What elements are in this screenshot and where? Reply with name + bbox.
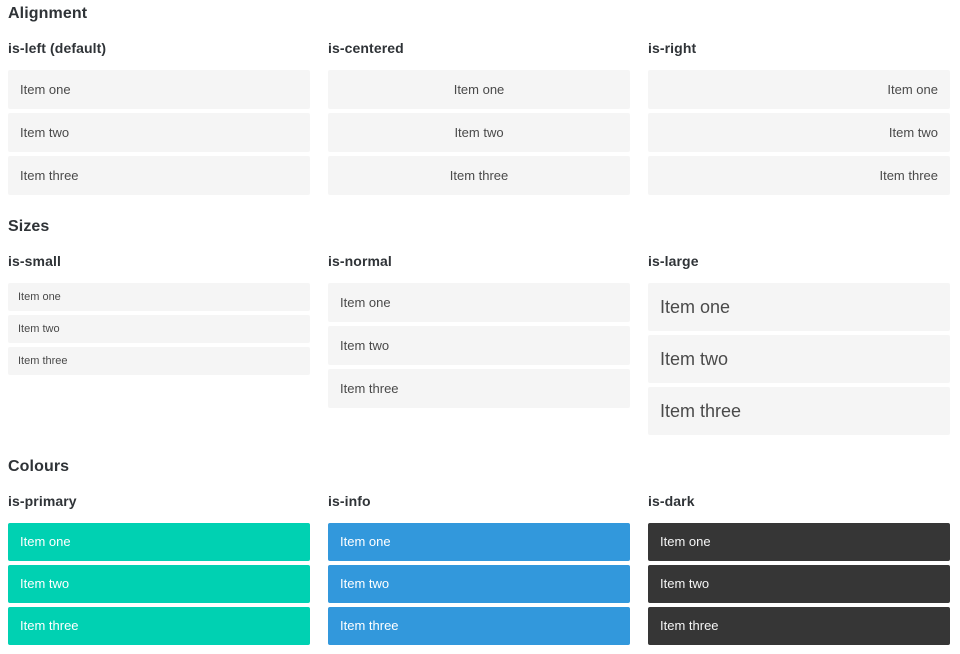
list-item: Item three: [648, 156, 950, 195]
variant-label: is-right: [648, 40, 697, 56]
list-item: Item one: [8, 523, 310, 561]
demo-list-primary: Item one Item two Item three: [8, 523, 310, 645]
section-colours: Colours is-primary Item one Item two Ite…: [8, 457, 950, 649]
list-item: Item three: [8, 607, 310, 645]
list-item: Item three: [328, 156, 630, 195]
list-item: Item two: [8, 565, 310, 603]
demo-list-right: Item one Item two Item three: [648, 70, 950, 195]
column-is-dark: is-dark Item one Item two Item three: [648, 494, 950, 649]
section-title: Colours: [8, 458, 70, 475]
list-item: Item two: [648, 113, 950, 152]
list-item: Item two: [648, 565, 950, 603]
column-is-info: is-info Item one Item two Item three: [328, 494, 630, 649]
section-sizes: Sizes is-small Item one Item two Item th…: [8, 217, 950, 439]
list-item: Item two: [8, 113, 310, 152]
section-title: Sizes: [8, 218, 50, 235]
list-item: Item three: [8, 156, 310, 195]
column-is-centered: is-centered Item one Item two Item three: [328, 41, 630, 199]
list-item: Item three: [648, 607, 950, 645]
column-is-right: is-right Item one Item two Item three: [648, 41, 950, 199]
list-item: Item one: [328, 283, 630, 322]
demo-list-dark: Item one Item two Item three: [648, 523, 950, 645]
column-is-primary: is-primary Item one Item two Item three: [8, 494, 310, 649]
list-item: Item one: [8, 283, 310, 311]
column-is-small: is-small Item one Item two Item three: [8, 254, 310, 439]
variant-label: is-left (default): [8, 40, 107, 56]
demo-list-info: Item one Item two Item three: [328, 523, 630, 645]
variant-label: is-centered: [328, 40, 404, 56]
list-item: Item two: [328, 326, 630, 365]
variant-label: is-normal: [328, 253, 392, 269]
list-item: Item three: [648, 387, 950, 435]
list-item: Item two: [648, 335, 950, 383]
list-item: Item one: [8, 70, 310, 109]
list-item: Item one: [328, 70, 630, 109]
variant-label: is-large: [648, 253, 699, 269]
demo-list-centered: Item one Item two Item three: [328, 70, 630, 195]
section-title: Alignment: [8, 5, 88, 22]
list-item: Item one: [328, 523, 630, 561]
sizes-columns: is-small Item one Item two Item three is…: [8, 254, 950, 439]
demo-list-large: Item one Item two Item three: [648, 283, 950, 435]
list-item: Item one: [648, 523, 950, 561]
column-is-normal: is-normal Item one Item two Item three: [328, 254, 630, 439]
alignment-columns: is-left (default) Item one Item two Item…: [8, 41, 950, 199]
demo-list-left: Item one Item two Item three: [8, 70, 310, 195]
list-item: Item one: [648, 70, 950, 109]
column-is-large: is-large Item one Item two Item three: [648, 254, 950, 439]
list-item: Item one: [648, 283, 950, 331]
demo-list-normal: Item one Item two Item three: [328, 283, 630, 408]
variant-label: is-dark: [648, 493, 695, 509]
demo-list-small: Item one Item two Item three: [8, 283, 310, 375]
section-alignment: Alignment is-left (default) Item one Ite…: [8, 4, 950, 199]
list-item: Item two: [8, 315, 310, 343]
list-item: Item three: [328, 607, 630, 645]
column-is-left: is-left (default) Item one Item two Item…: [8, 41, 310, 199]
list-item: Item three: [328, 369, 630, 408]
variant-label: is-primary: [8, 493, 77, 509]
list-item: Item two: [328, 565, 630, 603]
colours-columns: is-primary Item one Item two Item three …: [8, 494, 950, 649]
list-item: Item three: [8, 347, 310, 375]
variant-label: is-small: [8, 253, 61, 269]
variant-label: is-info: [328, 493, 371, 509]
list-item: Item two: [328, 113, 630, 152]
